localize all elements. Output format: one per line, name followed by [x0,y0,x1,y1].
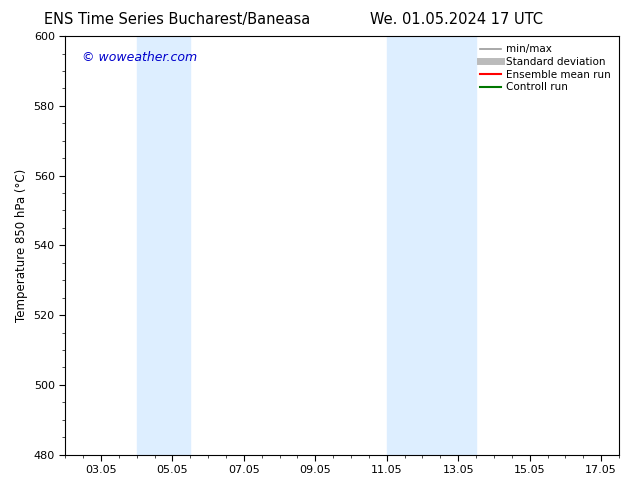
Legend: min/max, Standard deviation, Ensemble mean run, Controll run: min/max, Standard deviation, Ensemble me… [477,41,614,96]
Text: © woweather.com: © woweather.com [82,51,197,64]
Text: ENS Time Series Bucharest/Baneasa: ENS Time Series Bucharest/Baneasa [44,12,311,27]
Bar [137,36,190,455]
Bar [387,36,476,455]
Y-axis label: Temperature 850 hPa (°C): Temperature 850 hPa (°C) [15,169,28,322]
Text: We. 01.05.2024 17 UTC: We. 01.05.2024 17 UTC [370,12,543,27]
